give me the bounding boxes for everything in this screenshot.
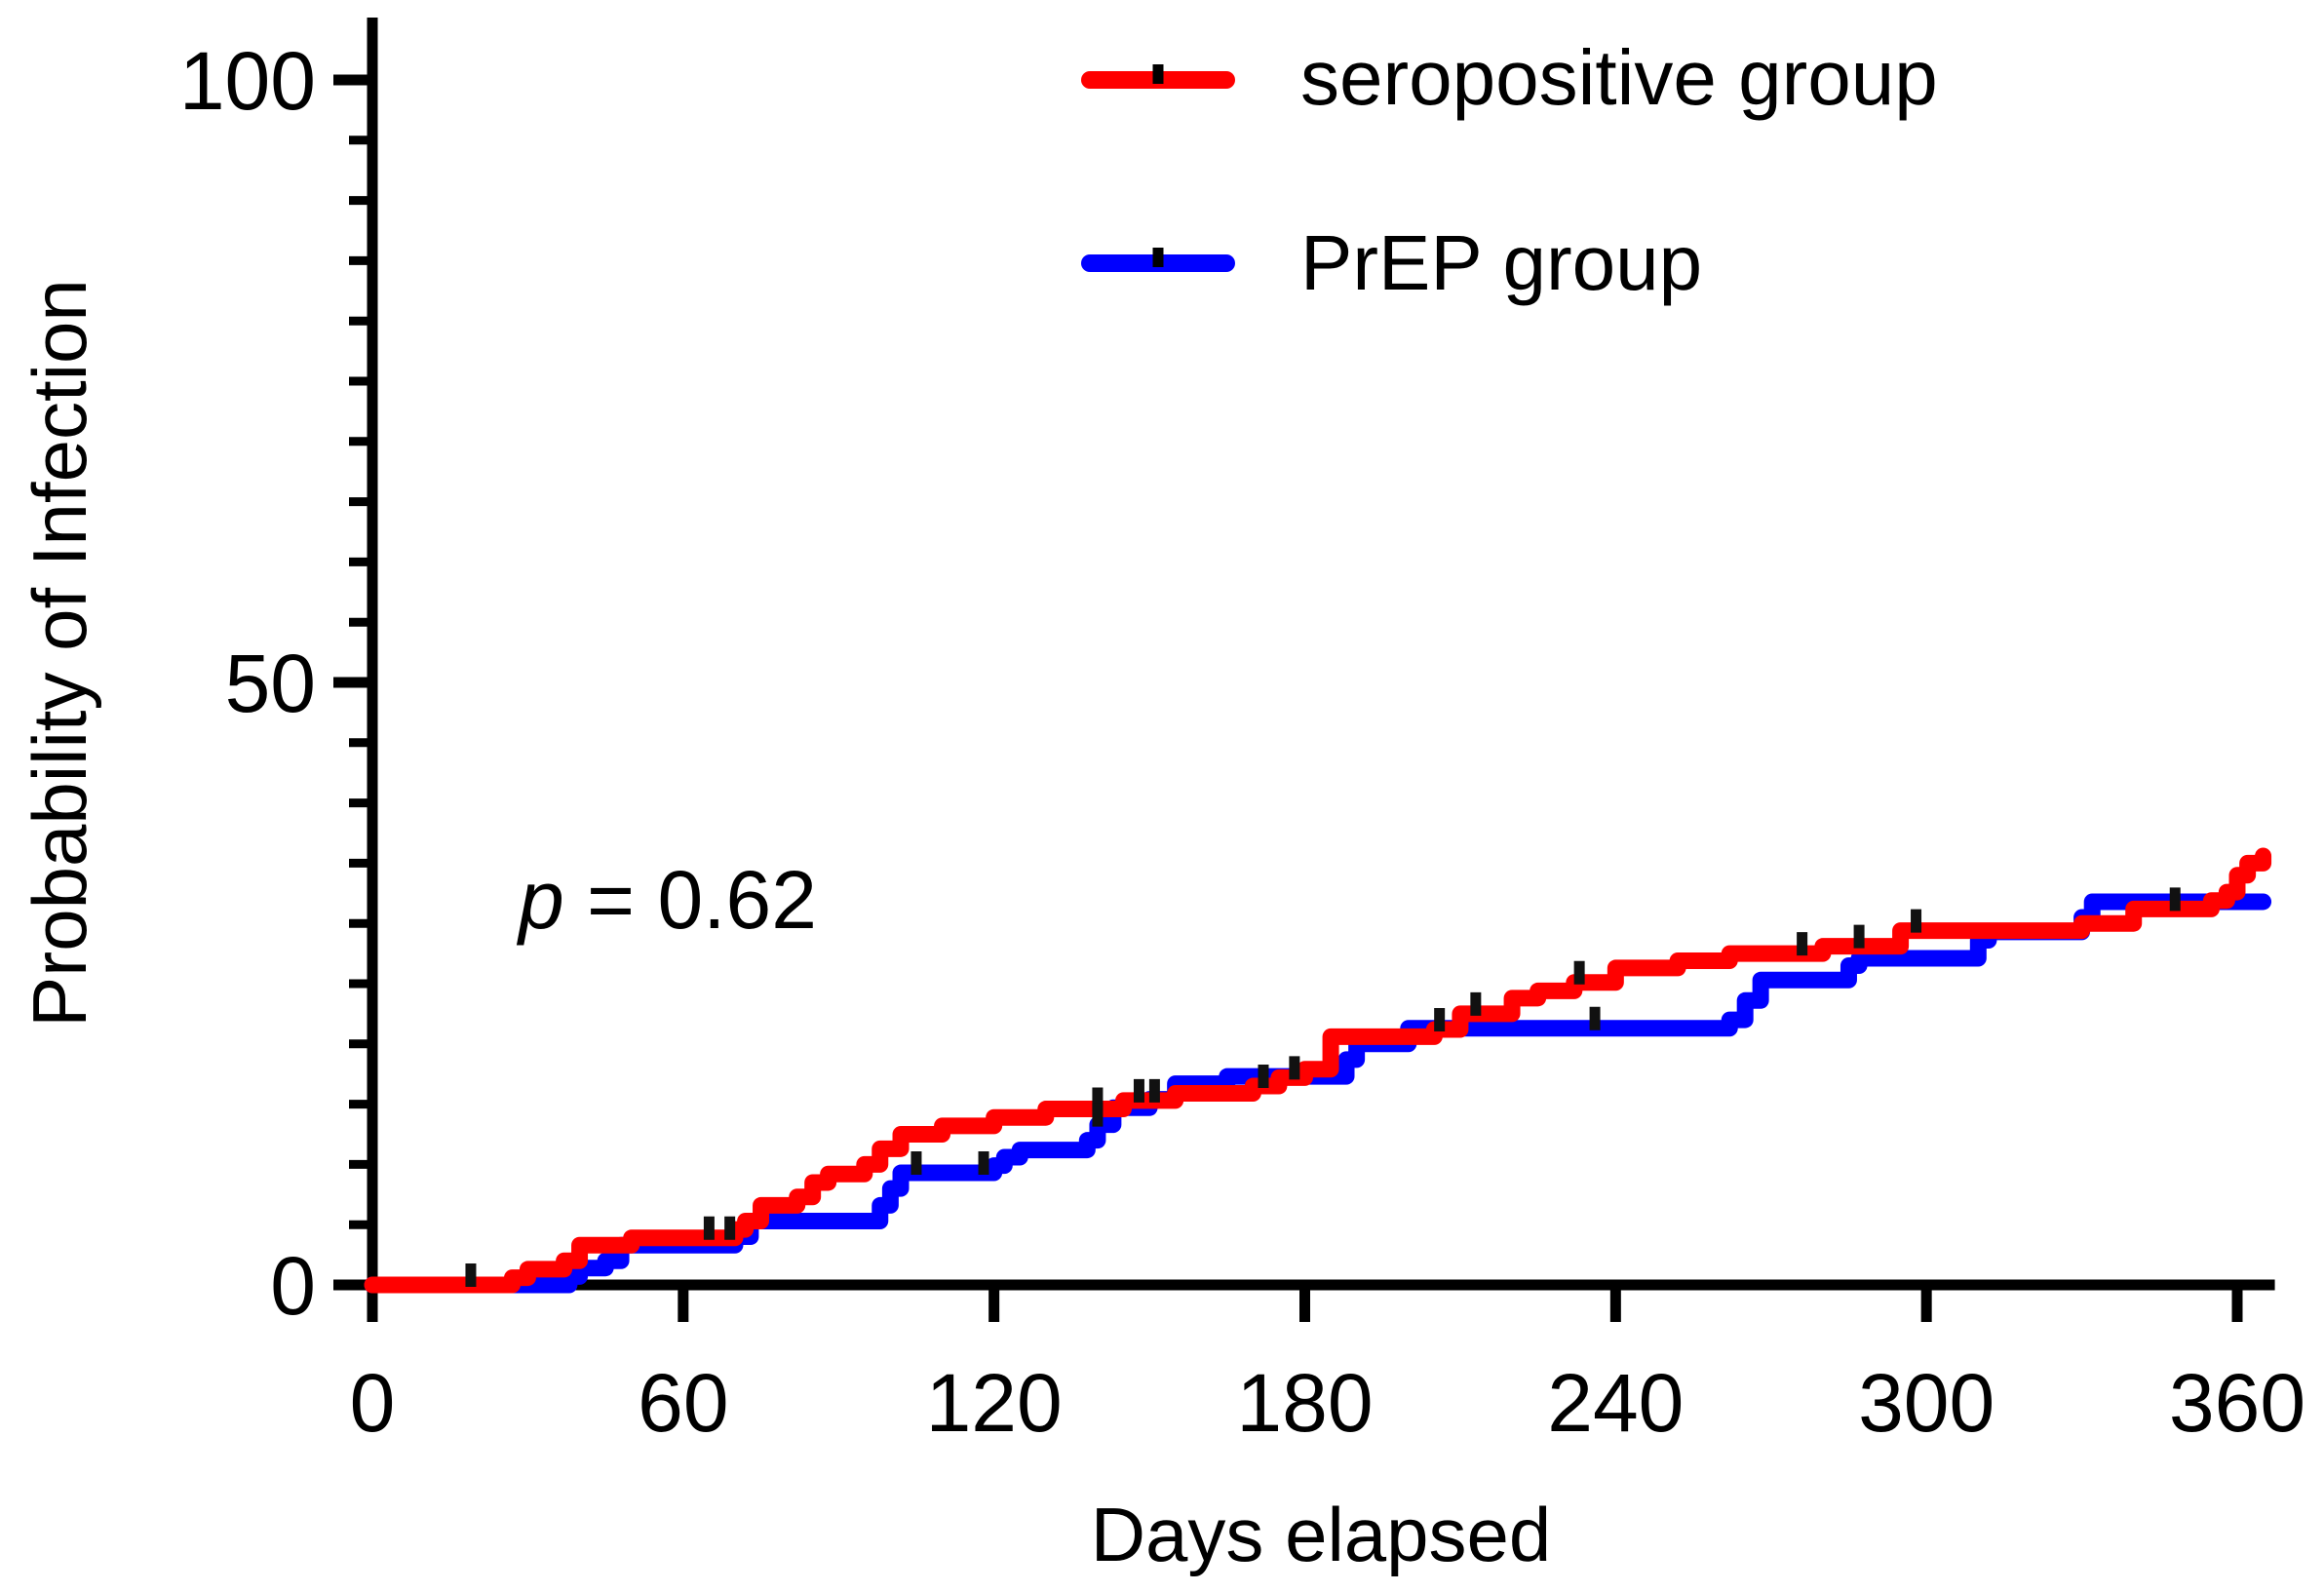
p-value-text: = 0.62 [564, 854, 817, 946]
x-tick-label: 240 [1547, 1357, 1684, 1449]
x-tick-label: 120 [926, 1357, 1063, 1449]
legend-label-prep: PrEP group [1300, 219, 1702, 306]
legend-item-seropositive: seropositive group [1081, 34, 1938, 121]
y-tick-label: 50 [225, 638, 316, 729]
x-tick-label: 60 [638, 1357, 728, 1449]
y-tick-label: 0 [270, 1240, 316, 1332]
p-symbol: p [516, 854, 564, 946]
y-axis-label: Probability of Infection [17, 279, 102, 1027]
x-axis-label: Days elapsed [1091, 1492, 1552, 1577]
axes: 0 50 100 0 60 120 180 240 300 360 [179, 18, 2305, 1449]
legend-item-prep: PrEP group [1081, 219, 1702, 306]
series-layer [364, 847, 2272, 1294]
series-line-prep [364, 893, 2272, 1294]
p-value-annotation: p = 0.62 [516, 854, 817, 946]
legend-label-seropositive: seropositive group [1300, 34, 1938, 121]
x-tick-label: 0 [350, 1357, 396, 1449]
y-tick-label: 100 [179, 35, 316, 127]
censor-layer [465, 887, 2181, 1287]
x-tick-label: 300 [1858, 1357, 1995, 1449]
x-tick-label: 360 [2169, 1357, 2305, 1449]
legend: seropositive group PrEP group [1081, 34, 1938, 306]
series-line-seropositive [364, 847, 2272, 1294]
x-tick-label: 180 [1236, 1357, 1373, 1449]
